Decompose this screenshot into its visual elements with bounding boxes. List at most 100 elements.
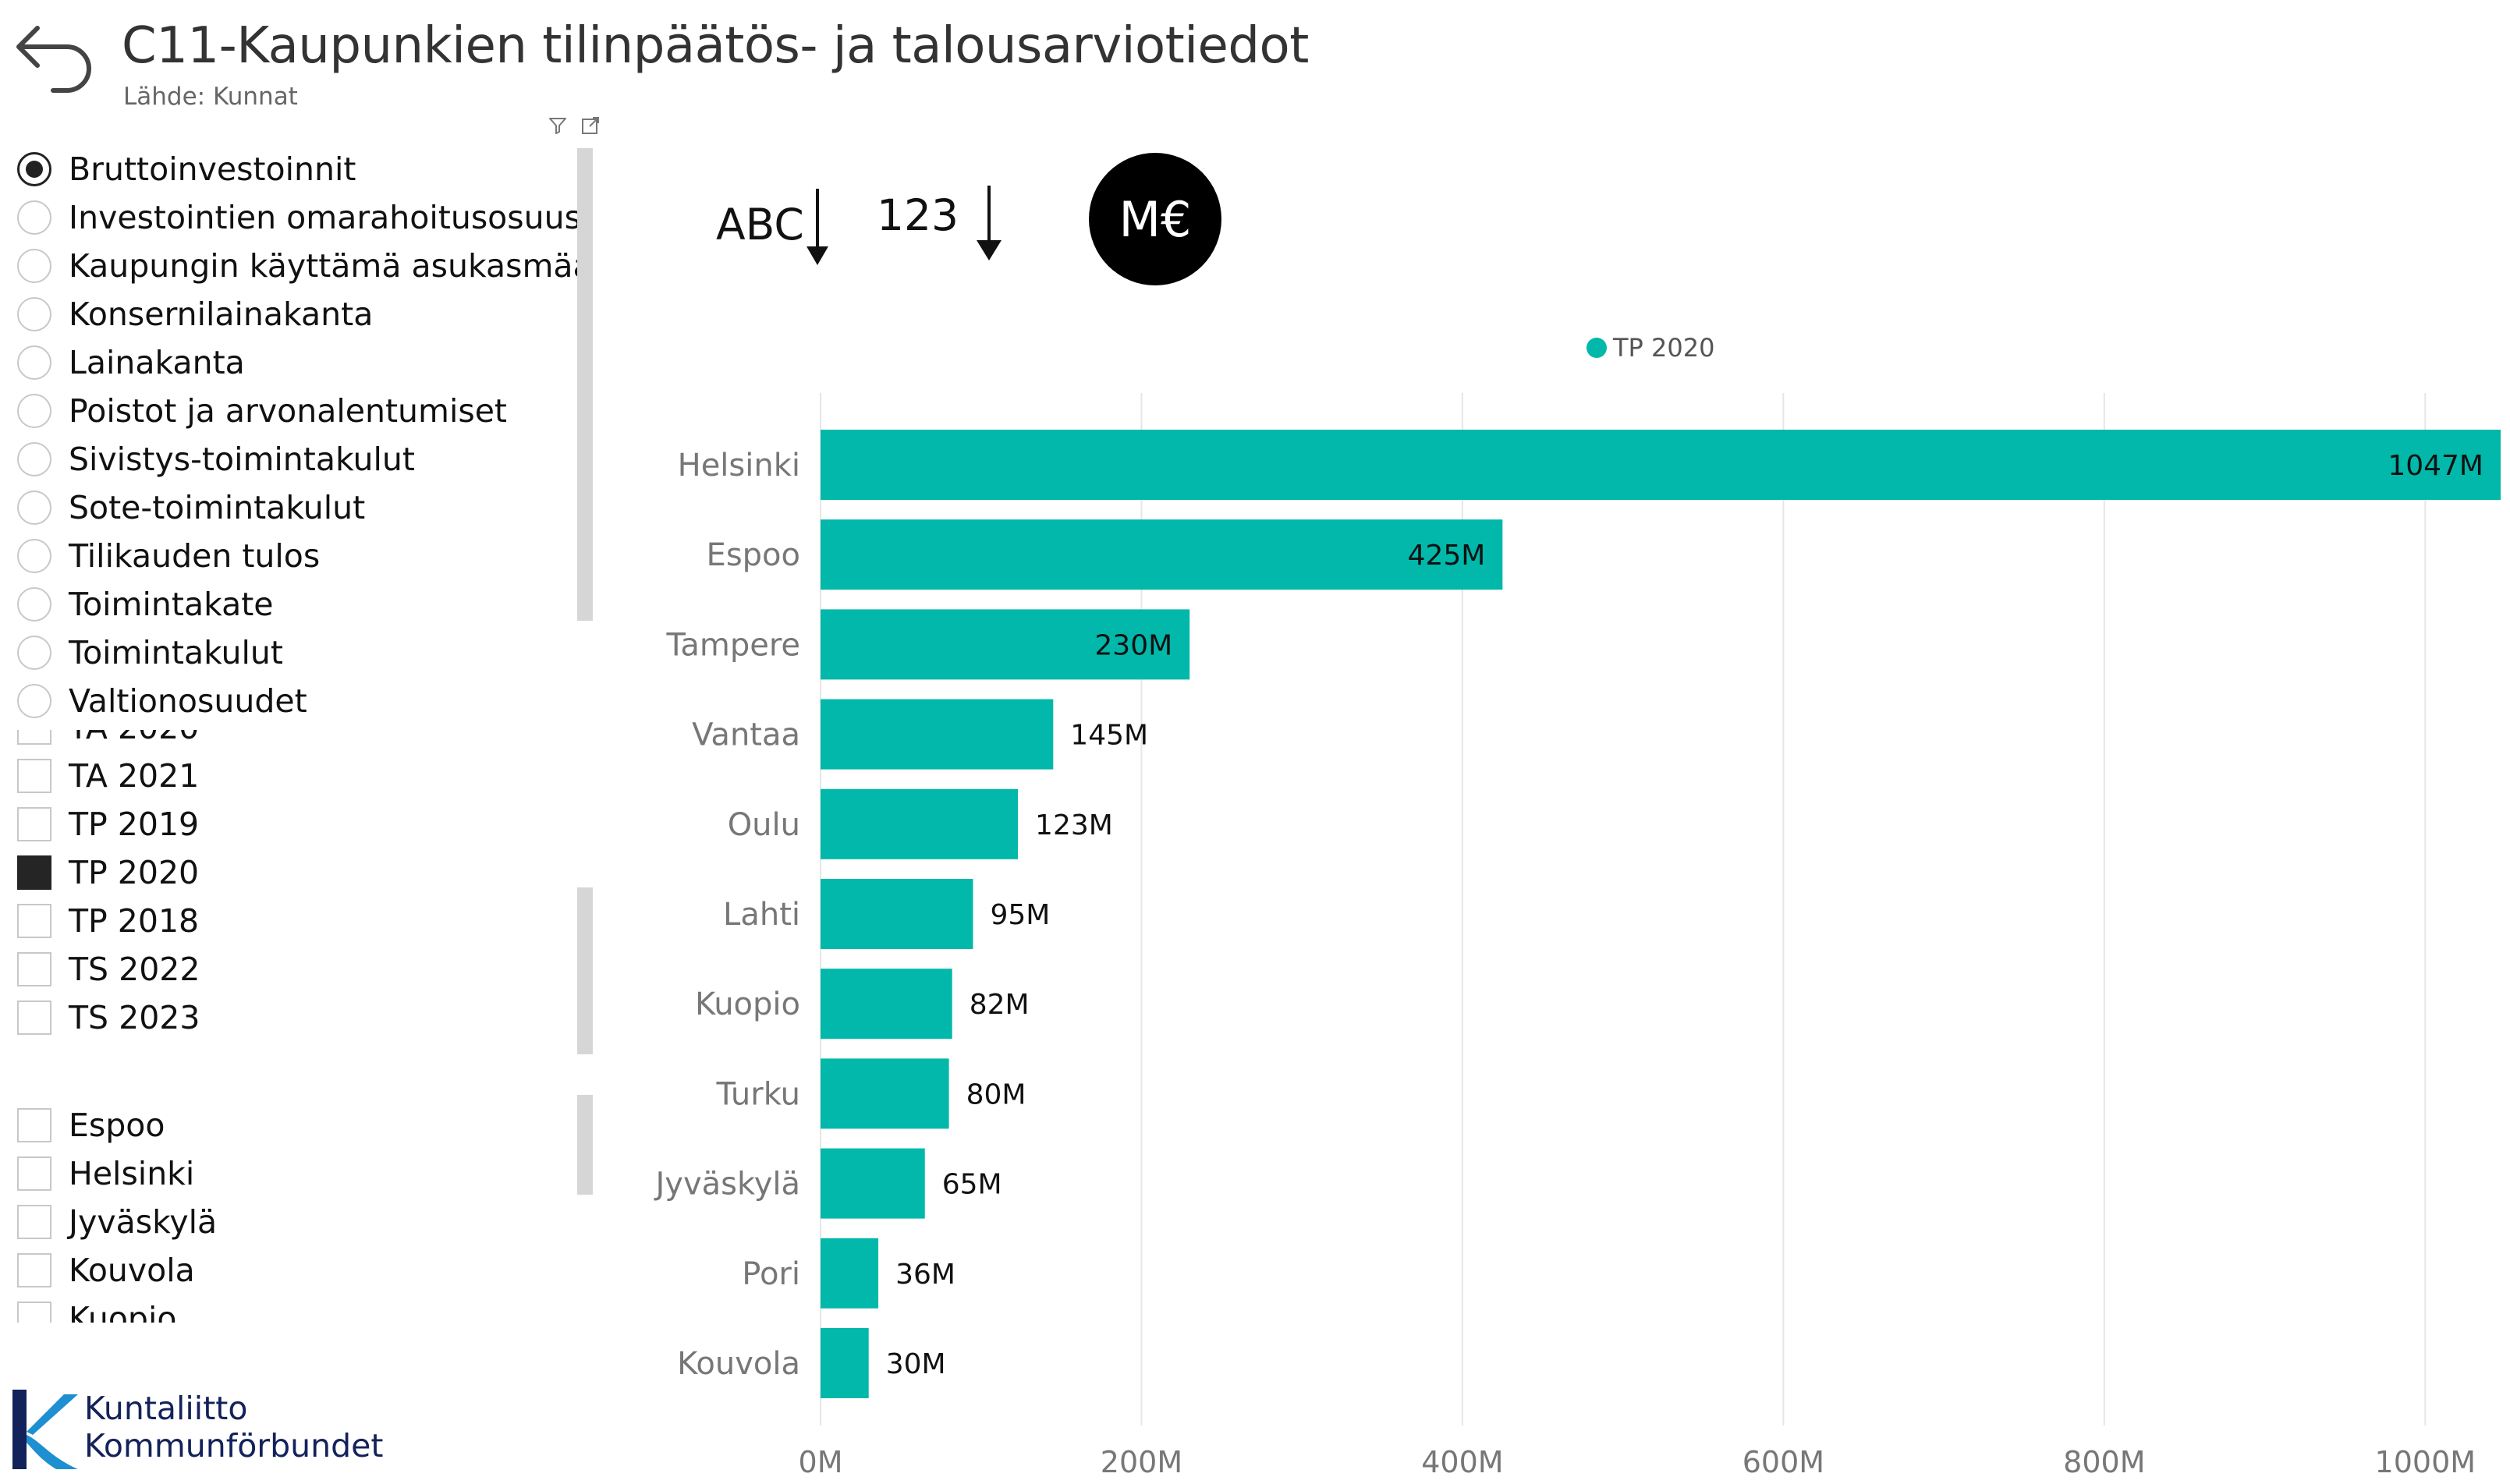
x-tick-label: 200M [1101,1445,1182,1479]
measure-option[interactable]: Bruttoinvestoinnit [17,145,356,193]
measure-option[interactable]: Lainakanta [17,338,245,387]
bar[interactable] [821,1058,949,1129]
bar[interactable] [821,609,1190,680]
checkbox[interactable] [17,1156,51,1191]
radio-button[interactable] [17,491,51,525]
checkbox[interactable] [17,1205,51,1239]
measure-option[interactable]: Toimintakulut [17,629,283,677]
category-label: Tampere [666,627,800,663]
chart-legend[interactable]: TP 2020 [1586,331,1714,365]
data-label: 80M [966,1078,1026,1110]
unit-toggle-button[interactable]: M€ [1089,153,1221,285]
data-label: 123M [1035,809,1113,841]
measure-slicer-scrollbar[interactable] [577,148,593,621]
measure-option[interactable]: Konsernilainakanta [17,290,373,338]
year-option[interactable]: TS 2022 [17,945,200,993]
category-label: Lahti [723,897,800,933]
measure-option[interactable]: Tilikauden tulos [17,532,320,580]
year-option[interactable]: TS 2023 [17,993,200,1042]
bar[interactable] [821,430,2501,500]
checkbox[interactable] [17,730,51,745]
radio-button[interactable] [17,539,51,573]
measure-option[interactable]: Sote-toimintakulut [17,483,365,532]
checkbox[interactable] [17,759,51,793]
year-option[interactable]: TP 2018 [17,897,199,945]
radio-button[interactable] [17,297,51,331]
bar[interactable] [821,1148,925,1219]
x-tick-label: 1000M [2375,1445,2476,1479]
measure-option[interactable]: Toimintakate [17,580,274,629]
city-slicer: Espoo Helsinki Jyväskylä Kouvola Kuopio [0,1089,593,1323]
radio-button[interactable] [17,345,51,380]
measure-option[interactable]: Sivistys-toimintakulut [17,435,415,483]
arrow-down-icon [977,186,1002,260]
bar[interactable] [821,519,1503,590]
bar[interactable] [821,788,1019,859]
filter-icon[interactable] [548,115,568,136]
year-slicer-scrollbar[interactable] [577,887,593,1054]
city-option[interactable]: Helsinki [17,1149,194,1198]
city-option[interactable]: Kuopio [17,1295,176,1323]
category-label: Kuopio [695,986,800,1022]
category-label: Jyväskylä [653,1167,800,1202]
radio-button[interactable] [17,587,51,622]
logo-text-line1: Kuntaliitto [84,1390,248,1427]
category-label: Turku [716,1076,800,1112]
radio-button[interactable] [17,684,51,718]
checkbox[interactable] [17,1001,51,1035]
data-label: 95M [990,899,1050,931]
radio-button[interactable] [17,636,51,670]
measure-option[interactable]: Kaupungin käyttämä asukasmäärä [17,242,593,290]
year-option[interactable]: TP 2020 [17,848,199,897]
bar[interactable] [821,879,973,949]
radio-button[interactable] [17,394,51,428]
radio-button[interactable] [17,200,51,235]
category-label: Helsinki [678,448,800,483]
x-tick-label: 400M [1421,1445,1503,1479]
year-option[interactable]: TA 2021 [17,752,199,800]
checkbox[interactable] [17,855,51,890]
x-tick-label: 600M [1742,1445,1824,1479]
bar[interactable] [821,1238,879,1309]
sort-alphabetical-button[interactable]: ABC [716,187,833,273]
page-title: C11-Kaupunkien tilinpäätös- ja talousarv… [122,17,1309,75]
checkbox[interactable] [17,807,51,841]
x-tick-label: 800M [2063,1445,2145,1479]
year-option[interactable]: TP 2019 [17,800,199,848]
bar[interactable] [821,699,1054,770]
data-label: 82M [970,989,1030,1021]
checkbox[interactable] [17,1108,51,1142]
city-option[interactable]: Espoo [17,1101,165,1149]
category-label: Oulu [728,807,800,843]
category-label: Espoo [707,537,800,573]
city-option[interactable]: Kouvola [17,1246,195,1295]
measure-option[interactable]: Investointien omarahoitusosuus [17,193,581,242]
checkbox[interactable] [17,1302,51,1323]
measure-slicer: Bruttoinvestoinnit Investointien omaraho… [0,145,593,730]
measure-option[interactable]: Valtionosuudet [17,677,307,725]
data-label: 30M [886,1348,946,1380]
logo-text-line2: Kommunförbundet [84,1427,384,1465]
year-option[interactable]: TA 2020 [17,730,199,752]
focus-mode-icon[interactable] [580,115,601,136]
city-slicer-scrollbar[interactable] [577,1095,593,1195]
checkbox[interactable] [17,952,51,986]
measure-option[interactable]: Poistot ja arvonalentumiset [17,387,507,435]
radio-button[interactable] [17,442,51,476]
data-label: 145M [1070,720,1148,752]
legend-label: TP 2020 [1613,333,1715,363]
x-tick-label: 0M [799,1445,843,1479]
checkbox[interactable] [17,904,51,938]
bar[interactable] [821,1328,869,1398]
kuntaliitto-logo: Kuntaliitto Kommunförbundet [9,1387,415,1472]
city-option[interactable]: Jyväskylä [17,1198,217,1246]
data-label: 1047M [2388,450,2483,482]
radio-button[interactable] [17,249,51,283]
radio-button[interactable] [17,152,51,186]
bar[interactable] [821,969,952,1040]
back-arrow-icon[interactable] [6,14,94,101]
checkbox[interactable] [17,1253,51,1287]
sort-numeric-button[interactable]: 123 [877,186,1006,273]
year-slicer: TA 2020 TA 2021 TP 2019 TP 2020 TP 2018 … [0,730,593,1057]
